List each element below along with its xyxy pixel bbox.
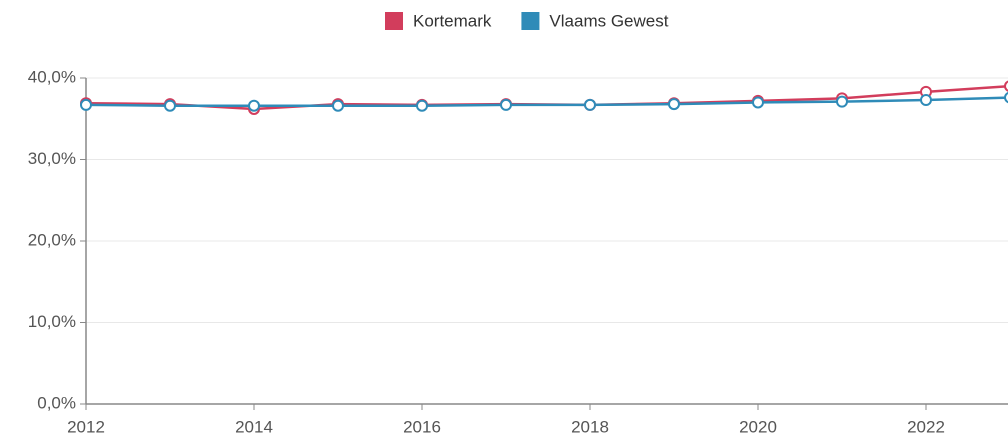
point <box>500 98 512 111</box>
point <box>1004 80 1008 92</box>
x-tick-label: 2018 <box>571 417 609 436</box>
y-tick-label: 40,0% <box>28 67 76 86</box>
line <box>85 96 1008 107</box>
point <box>668 98 680 111</box>
point <box>584 98 596 111</box>
legend-label: Vlaams Gewest <box>549 11 668 30</box>
y-tick-label: 10,0% <box>28 312 76 331</box>
point <box>332 99 344 112</box>
point <box>920 94 932 107</box>
legend-label: Kortemark <box>413 11 492 30</box>
x-tick-label: 2020 <box>739 417 777 436</box>
x-tick-label: 2016 <box>403 417 441 436</box>
y-tick-label: 0,0% <box>37 393 76 412</box>
x-tick-label: 2022 <box>907 417 945 436</box>
x-tick-label: 2014 <box>235 417 273 436</box>
y-tick-label: 20,0% <box>28 230 76 249</box>
legend-swatch <box>385 12 403 30</box>
point <box>248 99 260 112</box>
y-tick-label: 30,0% <box>28 149 76 168</box>
point <box>836 95 848 108</box>
legend-swatch <box>521 12 540 30</box>
x-tick-label: 2012 <box>67 417 105 436</box>
point <box>752 96 764 109</box>
point <box>80 98 92 111</box>
point <box>164 99 176 112</box>
point <box>416 99 428 112</box>
point <box>1004 91 1008 104</box>
